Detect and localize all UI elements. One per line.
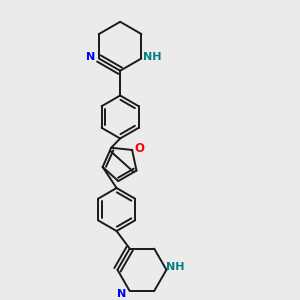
Text: NH: NH xyxy=(166,262,184,272)
Text: O: O xyxy=(134,142,144,155)
Text: N: N xyxy=(86,52,95,62)
Text: NH: NH xyxy=(143,52,161,62)
Text: N: N xyxy=(117,289,126,299)
